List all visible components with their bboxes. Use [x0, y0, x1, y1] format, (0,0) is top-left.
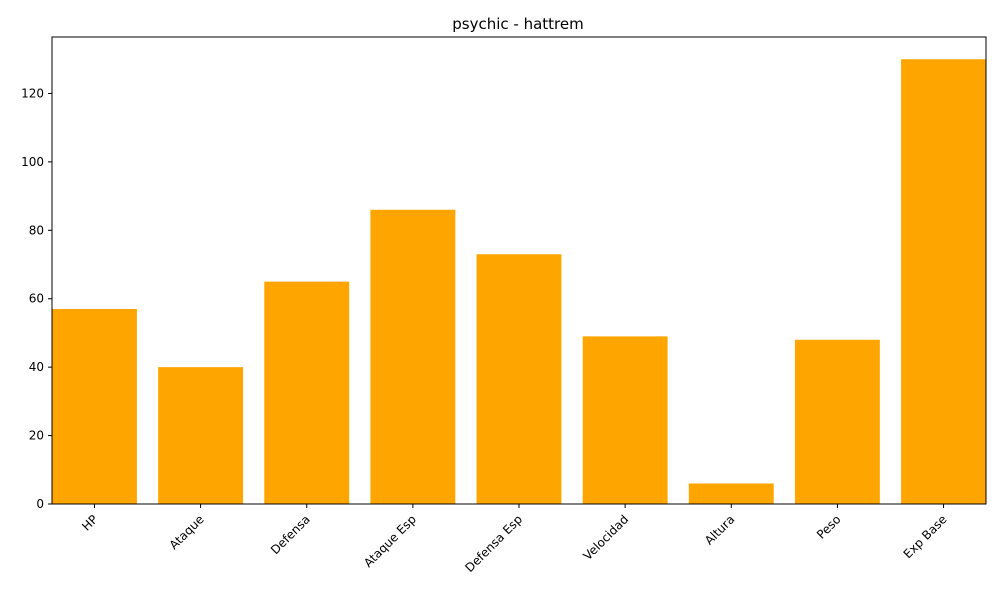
bars-layer — [52, 59, 986, 505]
bar-hp — [52, 308, 137, 504]
bar-defensa — [264, 281, 350, 504]
x-tick-label: Ataque — [167, 512, 207, 552]
y-tick-label: 100 — [21, 155, 44, 169]
bar-ataque — [158, 367, 244, 504]
x-tick-label: Defensa Esp — [462, 512, 525, 575]
bar-exp-base — [901, 59, 986, 505]
y-tick-label: 60 — [29, 292, 44, 306]
bar-velocidad — [582, 336, 668, 504]
y-tick-label: 40 — [29, 360, 44, 374]
bar-peso — [794, 339, 880, 504]
y-tick-label: 120 — [21, 86, 44, 100]
y-tick-label: 0 — [36, 497, 44, 511]
x-tick-label: Defensa — [268, 512, 313, 557]
bar-altura — [688, 483, 774, 504]
x-tick-label: Velocidad — [580, 512, 631, 563]
y-tick-label: 20 — [29, 429, 44, 443]
bar-defensa-esp — [476, 254, 562, 504]
y-tick-label: 80 — [29, 223, 44, 237]
x-tick-label: Ataque Esp — [361, 512, 419, 570]
chart-title: psychic - hattrem — [452, 15, 583, 33]
x-tick-label: HP — [79, 512, 100, 533]
x-tick-label: Exp Base — [901, 512, 950, 561]
bar-ataque-esp — [370, 209, 456, 504]
x-tick-label: Peso — [814, 512, 844, 542]
x-tick-label: Altura — [702, 512, 737, 547]
